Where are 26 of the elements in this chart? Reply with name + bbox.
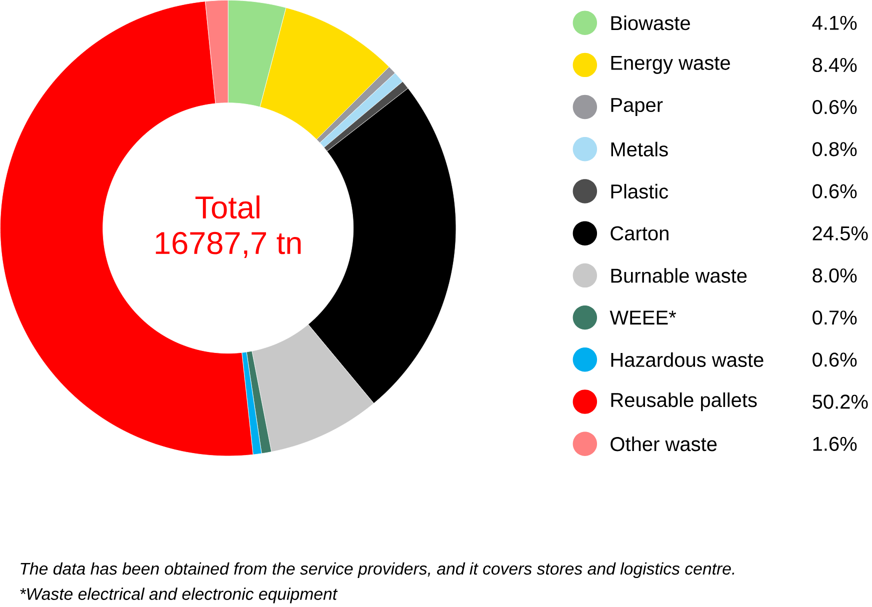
data-label: 50.2% <box>812 394 868 409</box>
legend-label: WEEE* <box>610 310 676 325</box>
legend-label: Paper <box>611 98 663 116</box>
data-label: 4.1% <box>812 16 857 30</box>
legend-label: Carton <box>610 226 668 241</box>
legend-label: Reusable pallets <box>611 392 757 412</box>
data-label: 8.4% <box>812 58 857 72</box>
data-label: 24.5% <box>812 226 868 241</box>
legend-label: Burnable waste <box>611 268 747 283</box>
data-label: 0.6% <box>812 184 857 198</box>
data-label: 8.0% <box>812 268 857 283</box>
data-label: 1.6% <box>813 436 857 452</box>
text: The data has been obtained from the service providers, and it covers stores and logistics centre. <box>20 562 734 578</box>
text: 16787,7 tn <box>156 232 301 258</box>
text: Total <box>195 196 260 219</box>
data-label: 0.7% <box>812 310 857 325</box>
data-label: 0.8% <box>812 142 857 156</box>
legend-label: Metals <box>611 142 668 157</box>
legend-label: Hazardous waste <box>611 352 764 368</box>
text: *Waste electrical and electronic equipment <box>20 588 338 604</box>
data-label: 0.6% <box>812 100 857 114</box>
legend-label: Other waste <box>610 436 717 452</box>
data-label: 0.6% <box>812 352 857 367</box>
legend-label: Energy waste <box>611 56 730 74</box>
legend-label: Biowaste <box>611 16 690 30</box>
legend-label: Plastic <box>611 184 668 199</box>
